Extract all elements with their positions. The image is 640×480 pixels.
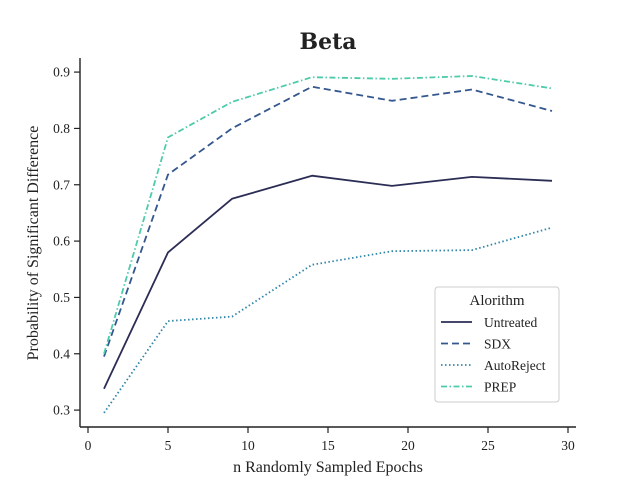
legend-label-sdx: SDX — [484, 337, 511, 352]
x-tick-label: 25 — [481, 438, 495, 453]
y-tick-label: 0.9 — [53, 65, 70, 80]
legend-label-autoreject: AutoReject — [484, 358, 546, 373]
y-tick-label: 0.5 — [53, 290, 70, 305]
x-tick-label: 5 — [165, 438, 172, 453]
y-tick-label: 0.3 — [53, 403, 70, 418]
x-tick-label: 30 — [561, 438, 575, 453]
legend-label-untreated: Untreated — [484, 315, 537, 330]
x-tick-label: 0 — [85, 438, 92, 453]
legend: Alorithm Untreated SDX AutoReject PREP — [434, 286, 560, 403]
x-tick-label: 10 — [241, 438, 255, 453]
y-tick-label: 0.6 — [53, 234, 70, 249]
legend-box — [434, 286, 560, 403]
x-tick-label: 20 — [401, 438, 415, 453]
y-tick-label: 0.8 — [53, 121, 70, 136]
chart-title: Beta — [299, 29, 356, 55]
series-line-untreated — [103, 174, 553, 390]
y-tick-label: 0.7 — [53, 177, 70, 192]
series-lines — [103, 75, 553, 414]
legend-label-prep: PREP — [484, 380, 516, 395]
series-line-prep — [103, 75, 553, 355]
series-line-autoreject — [103, 226, 553, 414]
x-tick-label: 15 — [321, 438, 335, 453]
y-tick-label: 0.4 — [53, 346, 70, 361]
x-axis-label: n Randomly Sampled Epochs — [233, 459, 423, 476]
legend-title: Alorithm — [470, 293, 525, 309]
y-axis-label: Probability of Significant Difference — [25, 126, 42, 361]
series-line-sdx — [103, 85, 553, 357]
ticks: 0 5 10 15 20 25 30 0.3 0.4 0.5 0.6 0.7 0.8 0.9 — [53, 65, 575, 453]
